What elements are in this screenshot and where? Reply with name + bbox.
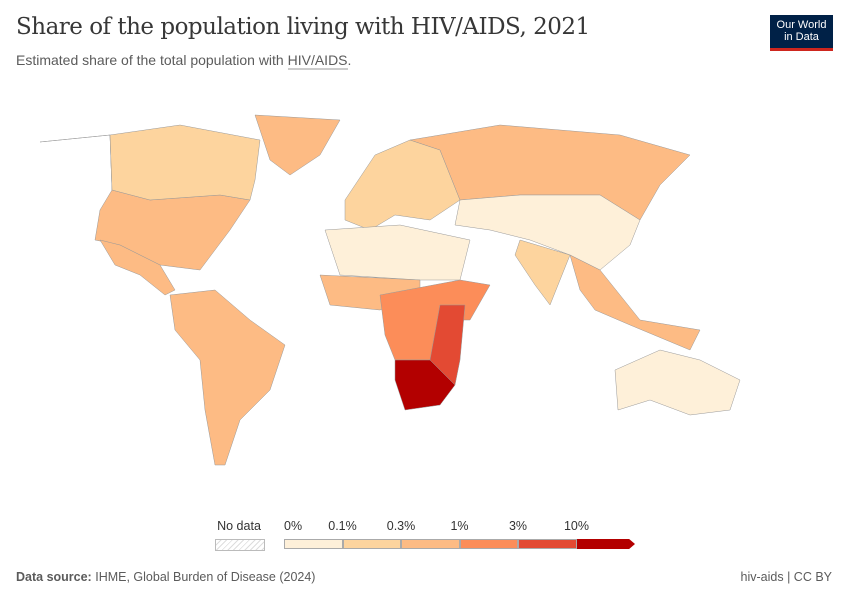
region-australia[interactable] xyxy=(614,349,741,416)
legend-tick-label: 1% xyxy=(450,519,469,533)
region-greenland[interactable] xyxy=(254,114,341,176)
legend-tick-label: 0.3% xyxy=(386,519,416,533)
chart-subtitle: Estimated share of the total population … xyxy=(16,52,352,70)
source-label: Data source: xyxy=(16,570,92,584)
region-north-africa[interactable] xyxy=(324,224,471,281)
subtitle-end: . xyxy=(347,52,352,68)
legend-bin[interactable] xyxy=(342,539,401,549)
chart-title: Share of the population living with HIV/… xyxy=(16,14,590,40)
region-europe[interactable] xyxy=(344,139,461,231)
data-source: Data source: IHME, Global Burden of Dise… xyxy=(16,570,315,584)
legend-tick-label: 0.1% xyxy=(328,519,357,533)
world-map xyxy=(39,114,741,466)
legend-bin[interactable] xyxy=(518,539,577,549)
region-canada[interactable] xyxy=(109,124,261,201)
legend: No data 0% 0.1% 0.3% 1% 3% 10% xyxy=(0,515,850,555)
legend-no-data-swatch xyxy=(215,539,265,551)
owid-logo[interactable]: Our World in Data xyxy=(770,15,833,51)
hiv-aids-term-link[interactable]: HIV/AIDS xyxy=(287,52,348,70)
legend-bin[interactable] xyxy=(459,539,518,549)
chart-slug-license[interactable]: hiv-aids | CC BY xyxy=(740,570,832,584)
subtitle-text: Estimated share of the total population … xyxy=(16,52,288,68)
region-southern-africa[interactable] xyxy=(394,359,456,411)
region-central-america[interactable] xyxy=(99,239,176,296)
legend-tick-label: 3% xyxy=(508,519,528,533)
source-text: IHME, Global Burden of Disease (2024) xyxy=(95,570,316,584)
region-southeast-asia[interactable] xyxy=(569,254,701,351)
legend-bin[interactable] xyxy=(401,539,460,549)
legend-tick-label: 10% xyxy=(563,519,590,533)
region-south-america[interactable] xyxy=(169,289,286,466)
legend-bin[interactable] xyxy=(576,539,635,549)
legend-no-data-label: No data xyxy=(217,519,261,533)
legend-tick-label: 0% xyxy=(284,519,303,533)
legend-bin[interactable] xyxy=(284,539,343,549)
